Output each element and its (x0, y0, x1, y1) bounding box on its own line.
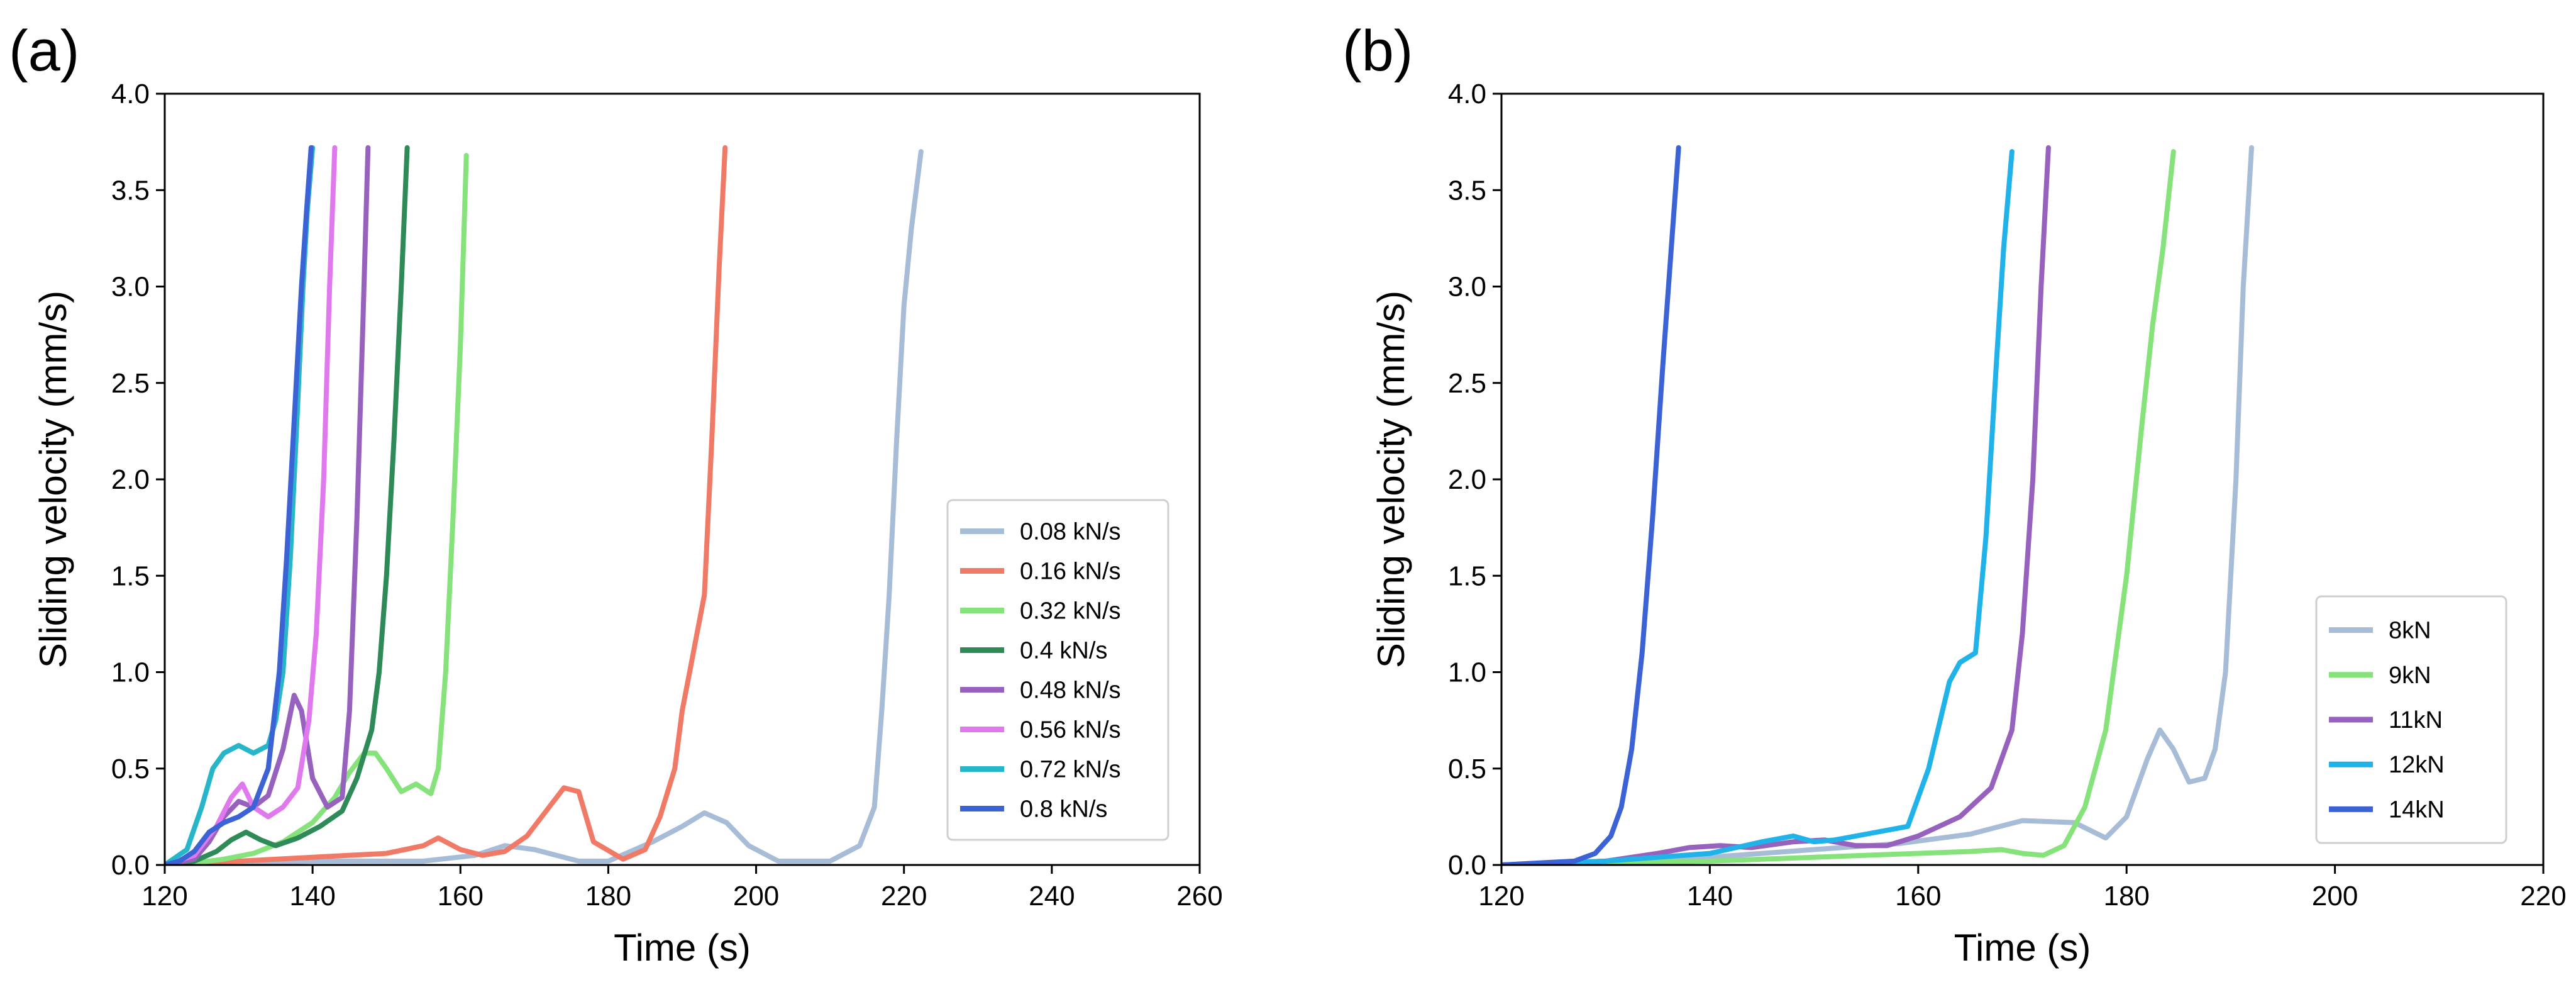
y-tick-label-a: 1.0 (111, 657, 150, 688)
panel-a-chart: (a) 120 140 160 180 200 220 240 260 0.0 0.5 1.0 1.5 2… (9, 19, 1223, 969)
x-tick-label-a: 180 (585, 881, 631, 912)
series-line-b-2 (1501, 145, 2051, 865)
legend-a: 0.08 kN/s 0.16 kN/s 0.32 kN/s 0.4 kN/s 0.48 … (946, 499, 1169, 841)
x-tick-label-a: 260 (1176, 881, 1222, 912)
y-tick-label-a: 0.0 (111, 850, 150, 881)
legend-label-a-3: 0.4 kN/s (1020, 638, 1107, 664)
panel-label-a: (a) (9, 19, 79, 83)
x-axis-title-a: Time (s) (614, 927, 751, 969)
y-tick-label-b: 1.0 (1448, 657, 1486, 688)
y-tick-label-b: 1.5 (1448, 560, 1486, 591)
plot-frame-b (1500, 92, 2545, 866)
series-line-b-3 (1501, 149, 2015, 865)
series-group-a (165, 145, 924, 865)
legend-label-a-6: 0.72 kN/s (1020, 757, 1121, 783)
legend-label-a-2: 0.32 kN/s (1020, 598, 1121, 625)
series-line-a-7 (165, 145, 314, 865)
legend-box-a (946, 499, 1169, 841)
panel-b-chart: (b) 120 140 160 180 200 220 0.0 0.5 1.0 1.5 2.0 2.5 3… (1342, 19, 2567, 969)
x-tick-label-a: 140 (289, 881, 335, 912)
series-line-a-2 (165, 153, 469, 865)
y-tick-label-b: 3.0 (1448, 272, 1486, 303)
legend-label-a-1: 0.16 kN/s (1020, 559, 1121, 585)
y-tick-label-b: 2.0 (1448, 464, 1486, 495)
series-line-a-0 (165, 149, 924, 865)
y-tick-label-a: 2.0 (111, 464, 150, 495)
series-line-a-4 (165, 145, 371, 865)
x-tick-label-a: 160 (438, 881, 484, 912)
x-tick-label-a: 200 (733, 881, 779, 912)
x-tick-label-b: 180 (2103, 881, 2149, 912)
x-tick-label-b: 120 (1478, 881, 1524, 912)
y-tick-label-a: 2.5 (111, 368, 150, 399)
series-line-b-4 (1501, 145, 1681, 865)
y-tick-label-b: 2.5 (1448, 368, 1486, 399)
legend-label-b-3: 12kN (2389, 752, 2445, 778)
x-tick-label-b: 220 (2520, 881, 2566, 912)
y-tick-label-b: 4.0 (1448, 79, 1486, 109)
y-tick-label-b: 3.5 (1448, 175, 1486, 206)
y-axis-title-a: Sliding velocity (mm/s) (32, 291, 74, 668)
series-line-b-1 (1501, 149, 2176, 865)
series-line-b-0 (1501, 145, 2254, 865)
y-tick-label-a: 1.5 (111, 560, 150, 591)
legend-label-a-5: 0.56 kN/s (1020, 717, 1121, 744)
panel-label-b: (b) (1342, 19, 1413, 83)
legend-label-a-7: 0.8 kN/s (1020, 796, 1107, 823)
x-tick-label-b: 200 (2312, 881, 2358, 912)
y-tick-label-a: 0.5 (111, 754, 150, 784)
x-tick-label-a: 120 (141, 881, 187, 912)
y-tick-label-a: 3.0 (111, 272, 150, 303)
x-tick-label-a: 220 (881, 881, 927, 912)
plot-frame-a (163, 92, 1201, 866)
y-axis-title-b: Sliding velocity (mm/s) (1370, 291, 1412, 668)
series-line-a-1 (165, 145, 728, 865)
legend-box-b (2315, 595, 2507, 844)
legend-label-a-4: 0.48 kN/s (1020, 678, 1121, 704)
legend-label-b-0: 8kN (2389, 618, 2431, 644)
x-tick-label-b: 160 (1895, 881, 1941, 912)
y-tick-label-b: 0.0 (1448, 850, 1486, 881)
legend-label-b-4: 14kN (2389, 796, 2445, 823)
series-group-b (1501, 145, 2254, 865)
y-tick-label-a: 4.0 (111, 79, 150, 109)
legend-b: 8kN 9kN 11kN 12kN 14kN (2315, 595, 2507, 844)
legend-label-a-0: 0.08 kN/s (1020, 519, 1121, 545)
x-tick-label-b: 140 (1687, 881, 1733, 912)
legend-label-b-1: 9kN (2389, 662, 2431, 689)
series-line-a-5 (165, 145, 338, 865)
x-axis-title-b: Time (s) (1954, 927, 2091, 969)
y-tick-label-b: 0.5 (1448, 754, 1486, 784)
series-line-a-3 (165, 145, 410, 865)
legend-label-b-2: 11kN (2389, 707, 2443, 733)
x-tick-label-a: 240 (1029, 881, 1075, 912)
y-tick-label-a: 3.5 (111, 175, 150, 206)
